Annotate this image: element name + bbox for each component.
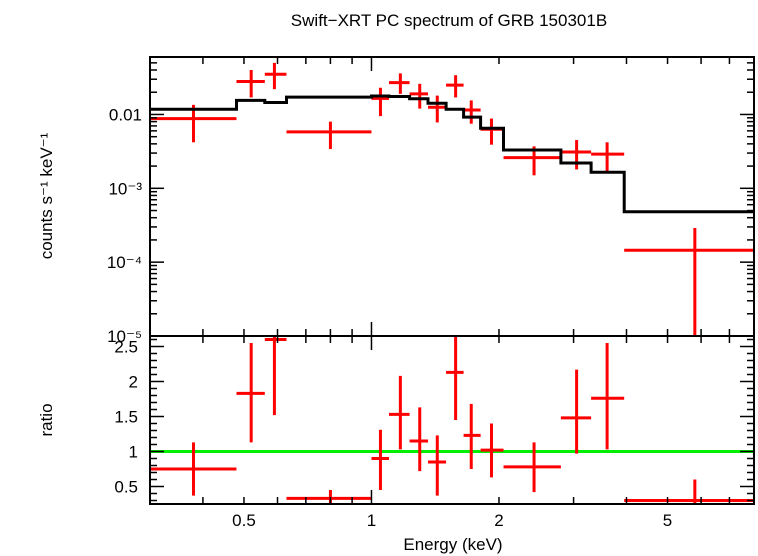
ratio-data-point bbox=[428, 435, 447, 496]
spectrum-data-point bbox=[286, 121, 372, 150]
ratio-data-point bbox=[591, 343, 625, 450]
spectrum-data-point bbox=[428, 95, 447, 123]
ratio-data-point bbox=[371, 429, 390, 490]
model-step-line bbox=[150, 94, 754, 214]
ratio-data-point bbox=[503, 442, 561, 493]
spectrum-data-point bbox=[389, 73, 410, 94]
spectrum-data-point bbox=[560, 140, 592, 170]
spectrum-data-point bbox=[591, 142, 625, 172]
x-axis-label: Energy (keV) bbox=[403, 535, 502, 554]
top-y-tick-label: 10⁻⁴ bbox=[107, 253, 142, 272]
bottom-y-tick-label: 2.5 bbox=[114, 338, 138, 357]
top-panel-frame bbox=[149, 56, 755, 337]
ratio-data-point bbox=[560, 369, 592, 454]
chart-title: Swift−XRT PC spectrum of GRB 150301B bbox=[291, 11, 607, 30]
spectrum-data-point bbox=[150, 104, 237, 143]
ratio-data-point bbox=[624, 479, 754, 504]
bottom-y-axis-label: ratio bbox=[37, 403, 56, 436]
spectrum-data-point bbox=[624, 228, 754, 336]
top-y-tick-label: 0.01 bbox=[109, 105, 142, 124]
spectrum-data-point bbox=[264, 62, 287, 90]
top-panel-model-layer bbox=[150, 94, 754, 214]
spectrum-data-point bbox=[371, 87, 390, 117]
spectrum-data-point bbox=[236, 70, 265, 98]
bottom-panel-data-layer bbox=[150, 336, 754, 504]
bottom-y-tick-label: 1 bbox=[129, 443, 138, 462]
top-y-tick-label: 10⁻³ bbox=[108, 179, 142, 198]
spectrum-data-point bbox=[446, 75, 464, 98]
ratio-data-point bbox=[389, 375, 410, 450]
spectrum-data-point bbox=[463, 100, 481, 124]
top-panel: 0.01 10⁻³ 10⁻⁴ 10⁻⁵ counts s⁻¹ keV⁻¹ bbox=[37, 56, 755, 346]
bottom-panel-x-ticks: 0.5 1 2 5 bbox=[149, 336, 755, 530]
top-panel-x-ticks bbox=[149, 57, 755, 336]
spectrum-data-point bbox=[409, 83, 429, 109]
x-tick-label: 5 bbox=[663, 511, 672, 530]
ratio-data-point bbox=[150, 442, 237, 496]
ratio-data-point bbox=[446, 336, 464, 420]
top-y-axis-label: counts s⁻¹ keV⁻¹ bbox=[37, 132, 56, 259]
bottom-panel-frame bbox=[149, 335, 755, 505]
spectrum-data-point bbox=[480, 118, 504, 145]
ratio-data-point bbox=[463, 403, 481, 469]
x-tick-label: 0.5 bbox=[232, 511, 256, 530]
bottom-y-tick-label: 2 bbox=[129, 373, 138, 392]
ratio-data-point bbox=[236, 343, 265, 443]
ratio-data-point bbox=[264, 336, 287, 416]
ratio-data-point bbox=[286, 490, 372, 504]
bottom-panel-y-ticks: 0.5 1 1.5 2 2.5 bbox=[114, 338, 754, 502]
top-panel-y-ticks: 0.01 10⁻³ 10⁻⁴ 10⁻⁵ bbox=[107, 56, 754, 346]
top-panel-data-layer bbox=[150, 62, 754, 336]
ratio-data-point bbox=[480, 423, 504, 478]
bottom-panel: 0.5 1 2 5 0.5 1 1.5 2 2.5 ratio Energy (keV) bbox=[37, 335, 755, 554]
x-tick-label: 2 bbox=[494, 511, 503, 530]
bottom-y-tick-label: 0.5 bbox=[114, 478, 138, 497]
bottom-y-tick-label: 1.5 bbox=[114, 408, 138, 427]
top-y-tick-label: 10⁻⁵ bbox=[107, 327, 142, 346]
ratio-data-point bbox=[409, 407, 429, 472]
x-tick-label: 1 bbox=[367, 511, 376, 530]
